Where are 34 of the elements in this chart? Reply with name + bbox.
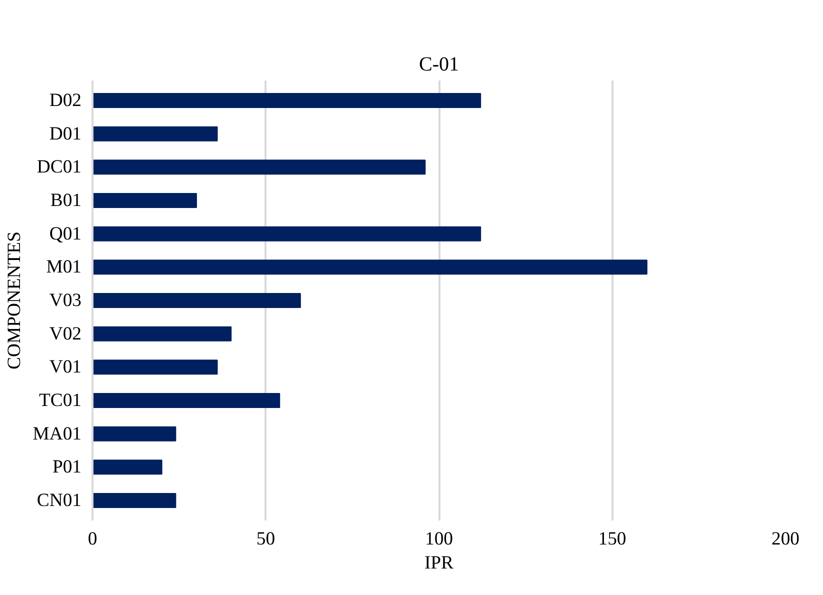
bar	[92, 160, 426, 175]
x-tick-label: 50	[256, 528, 276, 550]
y-tick-label: MA01	[32, 423, 82, 444]
bar	[92, 460, 162, 475]
bar	[92, 426, 176, 442]
y-tick-label: TC01	[39, 390, 82, 411]
x-tick-label: 0	[88, 528, 98, 550]
y-tick-label: Q01	[49, 223, 82, 244]
y-tick-label: M01	[46, 256, 82, 278]
y-tick-label: D02	[49, 90, 82, 111]
y-tick-label: P01	[52, 456, 82, 478]
bar	[92, 126, 218, 142]
bar	[92, 226, 482, 242]
bar	[92, 360, 218, 375]
y-tick-label: B01	[50, 190, 82, 211]
y-tick-label: V02	[49, 323, 82, 344]
bar	[92, 260, 648, 275]
y-tick-label: V03	[49, 290, 82, 311]
bar	[92, 393, 280, 408]
bar	[92, 293, 301, 308]
y-tick-label: DC01	[36, 156, 82, 178]
y-tick-label: V01	[49, 356, 82, 378]
x-tick-label: 100	[425, 528, 453, 550]
y-tick-label: D01	[49, 123, 82, 144]
x-axis-title: IPR	[424, 552, 454, 574]
bar	[92, 93, 482, 108]
chart-title: C-01	[419, 54, 459, 76]
x-tick-label: 150	[598, 528, 626, 550]
x-tick-label: 200	[772, 528, 800, 550]
bar	[92, 326, 232, 342]
bar	[92, 493, 176, 508]
bar	[92, 193, 197, 208]
y-tick-label: CN01	[36, 490, 82, 511]
y-axis-title: COMPONENTES	[4, 232, 25, 370]
